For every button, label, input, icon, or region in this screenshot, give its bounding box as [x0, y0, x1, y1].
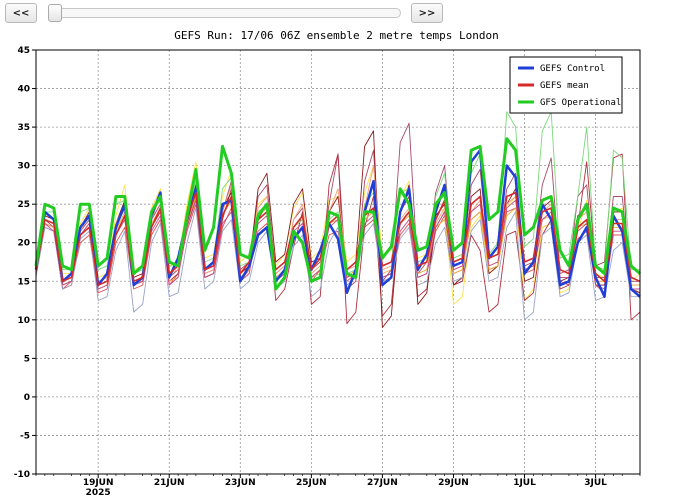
y-axis: -10 -5 0 5 10 15 20 25 30 35 40 45 — [14, 46, 36, 480]
series-member-3 — [35, 203, 641, 294]
x-tick-label: 1JUL — [513, 478, 536, 488]
y-tick-label: -5 — [20, 431, 30, 441]
series-lines — [34, 111, 641, 328]
x-tick-label: 3JUL — [584, 478, 607, 488]
legend-label: GFS Operational — [540, 98, 621, 108]
previous-run-button[interactable]: << — [5, 3, 37, 23]
x-tick-label: 19JUN — [83, 478, 114, 488]
plot-frame — [35, 49, 641, 475]
x-tick-label: 23JUN — [225, 478, 256, 488]
series-member-9 — [35, 111, 640, 278]
x-tick-label: 27JUN — [367, 478, 398, 488]
x-tick-sublabel: 2025 — [86, 488, 111, 498]
legend-label: GEFS Control — [540, 64, 605, 74]
x-tick-label: 29JUN — [438, 478, 469, 488]
chart-grid — [36, 50, 640, 474]
y-tick-label: 10 — [17, 316, 30, 326]
series-gfs-operational — [34, 137, 641, 291]
next-run-button[interactable]: >> — [411, 3, 443, 23]
run-slider[interactable] — [48, 4, 401, 22]
y-tick-label: 30 — [17, 162, 30, 172]
chart-legend: GEFS Control GEFS mean GFS Operational — [509, 56, 623, 114]
y-tick-label: 20 — [17, 239, 30, 249]
y-tick-label: 0 — [24, 393, 30, 403]
y-tick-label: 45 — [17, 46, 30, 56]
x-tick-label: 21JUN — [154, 478, 185, 488]
y-tick-label: 5 — [24, 354, 30, 364]
y-tick-label: 35 — [17, 123, 30, 133]
chart-title: GEFS Run: 17/06 06Z ensemble 2 metre tem… — [174, 29, 499, 42]
slider-handle[interactable] — [48, 4, 62, 22]
y-tick-label: 25 — [17, 200, 30, 210]
series-member-8 — [35, 207, 640, 321]
y-tick-label: -10 — [14, 470, 30, 480]
y-tick-label: 15 — [17, 277, 30, 287]
x-tick-label: 25JUN — [296, 478, 327, 488]
legend-label: GEFS mean — [540, 81, 589, 91]
y-tick-label: 40 — [17, 85, 30, 95]
